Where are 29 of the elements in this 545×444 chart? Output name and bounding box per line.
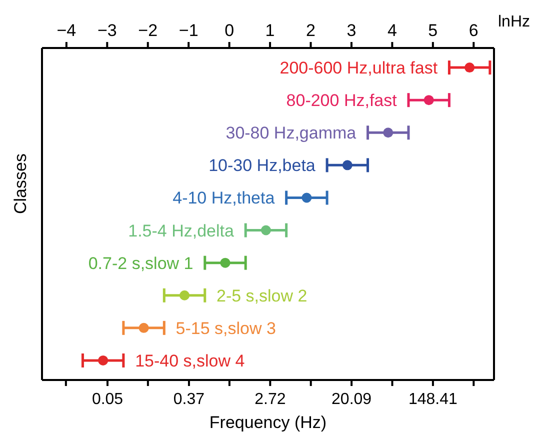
x2-tick-label: −2: [138, 21, 158, 40]
x2-tick-label: 6: [468, 21, 478, 40]
y-tick-label: 1.5-4 Hz,delta: [128, 221, 234, 240]
y-axis-title: Classes: [11, 154, 30, 214]
x2-axis-title: lnHz: [498, 14, 530, 31]
x2-tick-label: 3: [346, 21, 356, 40]
y-tick-label: 5-15 s,slow 3: [176, 318, 276, 338]
x2-tick-label: 4: [387, 21, 397, 40]
y-tick-label: 200-600 Hz,ultra fast: [280, 58, 438, 78]
x-tick-label: 0.37: [173, 391, 205, 408]
y-tick-label: 30-80 Hz,gamma: [226, 124, 357, 143]
y-tick-label: 15-40 s,slow 4: [135, 351, 245, 370]
x-axis-title: Frequency (Hz): [209, 413, 327, 432]
x2-tick-label: −4: [56, 21, 76, 40]
y-tick-label: 10-30 Hz,beta: [208, 156, 316, 176]
x-tick-label: 148.41: [408, 391, 458, 408]
y-tick-label: 4-10 Hz,theta: [172, 188, 276, 208]
x2-tick-label: 0: [224, 21, 234, 40]
x-tick-label: 2.72: [254, 391, 286, 408]
x2-tick-label: 5: [428, 21, 438, 40]
x2-tick-label: −1: [178, 21, 198, 40]
x-tick-label: 0.05: [92, 391, 124, 408]
y-tick-label: 2-5 s,slow 2: [216, 286, 308, 306]
y-tick-label: 80-200 Hz,fast: [286, 91, 398, 110]
x-tick-label: 20.09: [332, 391, 372, 408]
x2-tick-label: 2: [306, 21, 316, 40]
x2-tick-label: 1: [265, 21, 275, 40]
x2-tick-label: −3: [97, 21, 117, 40]
y-tick-label: 0.7-2 s,slow 1: [88, 254, 194, 273]
